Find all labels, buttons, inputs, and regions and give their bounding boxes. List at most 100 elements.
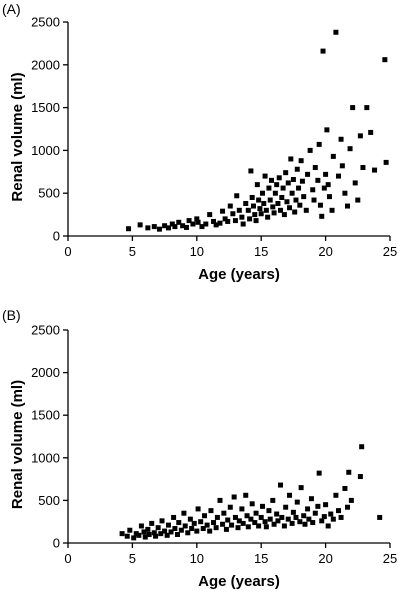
y-tick-label: 1000: [31, 450, 60, 465]
x-tick-label: 20: [318, 551, 332, 566]
data-point: [287, 205, 293, 211]
data-point: [259, 190, 265, 196]
data-point: [303, 207, 309, 213]
x-tick-label: 5: [129, 551, 136, 566]
data-point: [145, 225, 151, 231]
data-point: [230, 211, 236, 217]
data-point: [239, 214, 245, 220]
y-axis-title: Renal volume (ml): [9, 72, 26, 201]
data-point: [294, 166, 300, 172]
data-point: [320, 48, 326, 54]
data-point: [221, 510, 227, 516]
data-point: [194, 216, 200, 222]
data-point: [168, 529, 174, 535]
y-tick-label: 2000: [31, 57, 60, 72]
data-point: [249, 501, 255, 507]
x-tick-label: 0: [64, 244, 71, 259]
data-point: [202, 513, 208, 519]
data-point: [208, 508, 214, 514]
data-point: [280, 185, 286, 191]
x-tick-label: 25: [383, 551, 397, 566]
data-point: [189, 526, 195, 532]
x-tick-label: 15: [254, 244, 268, 259]
data-point: [339, 163, 345, 169]
data-point: [257, 206, 263, 212]
x-tick-label: 10: [190, 551, 204, 566]
data-point: [153, 533, 159, 539]
data-point: [270, 204, 276, 210]
chart-panel-0: (A) 0 500 1000 1500 2000 2500 0 5 10 15 20 25 Age (ye…: [2, 1, 397, 283]
data-point: [253, 218, 259, 224]
data-point: [263, 207, 269, 213]
data-point: [176, 520, 182, 526]
data-point: [182, 523, 188, 529]
data-point: [281, 523, 287, 529]
data-point: [316, 141, 322, 147]
data-point: [227, 203, 233, 209]
data-point: [187, 516, 193, 522]
data-point: [292, 209, 298, 215]
data-point: [312, 165, 318, 171]
x-tick-label: 20: [318, 244, 332, 259]
data-point: [214, 514, 220, 520]
data-point: [310, 520, 316, 526]
data-point: [335, 173, 341, 179]
data-point: [315, 503, 321, 509]
data-point: [240, 221, 246, 227]
data-point: [266, 185, 272, 191]
data-point: [151, 224, 157, 230]
data-point: [190, 221, 196, 227]
data-point: [204, 522, 210, 528]
data-point: [256, 197, 262, 203]
data-point: [307, 147, 313, 153]
data-point: [236, 207, 242, 213]
data-point: [180, 223, 186, 229]
data-point: [305, 506, 311, 512]
data-point: [227, 504, 233, 510]
data-point: [225, 517, 231, 523]
data-point: [194, 528, 200, 534]
data-point: [136, 532, 142, 538]
data-point: [232, 514, 238, 520]
data-point: [267, 516, 273, 522]
data-point: [281, 212, 287, 218]
x-tick-label: 0: [64, 551, 71, 566]
data-point: [191, 520, 197, 526]
x-tick-label: 10: [190, 244, 204, 259]
data-point: [165, 225, 171, 231]
data-point: [142, 534, 148, 540]
data-point: [278, 482, 284, 488]
data-point: [348, 497, 354, 503]
data-point: [306, 516, 312, 522]
data-point: [164, 532, 170, 538]
data-point: [290, 509, 296, 515]
x-axis-title: Age (years): [198, 266, 280, 283]
data-point: [317, 202, 323, 208]
data-point: [276, 175, 282, 181]
y-tick-label: 2500: [31, 15, 60, 30]
data-point: [344, 203, 350, 209]
data-point: [335, 508, 341, 514]
data-point: [271, 210, 277, 216]
data-point: [275, 200, 281, 206]
data-point: [308, 496, 314, 502]
data-point: [262, 173, 268, 179]
data-point: [137, 222, 143, 228]
data-point: [207, 212, 213, 218]
data-point: [287, 492, 293, 498]
data-point: [254, 182, 260, 188]
data-point: [274, 182, 280, 188]
data-point: [316, 470, 322, 476]
data-point: [245, 524, 251, 530]
data-point: [284, 199, 290, 205]
data-point: [183, 224, 189, 230]
data-point: [247, 216, 253, 222]
data-point: [325, 182, 331, 188]
data-point: [383, 159, 389, 165]
data-point: [186, 218, 192, 224]
x-tick-label: 15: [254, 551, 268, 566]
data-point: [133, 531, 139, 537]
data-point: [364, 105, 370, 111]
data-point: [289, 520, 295, 526]
data-point: [323, 502, 329, 508]
